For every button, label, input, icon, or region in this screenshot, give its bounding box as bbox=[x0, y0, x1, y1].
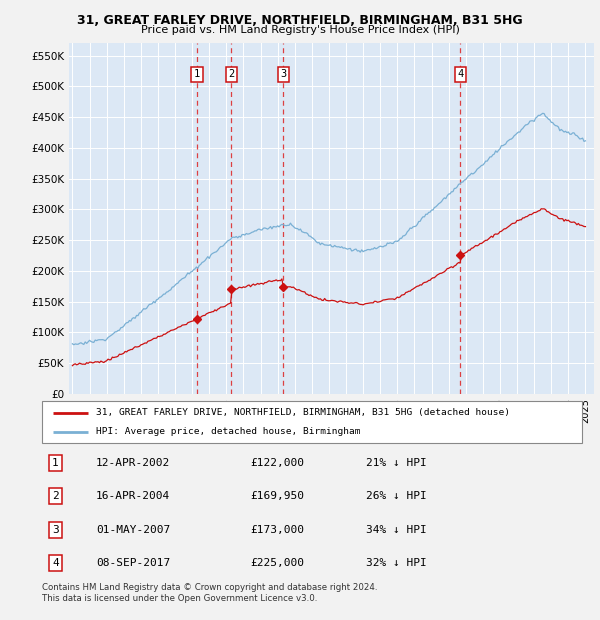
Text: 01-MAY-2007: 01-MAY-2007 bbox=[96, 525, 170, 534]
Text: 3: 3 bbox=[52, 525, 59, 534]
Text: 2: 2 bbox=[52, 492, 59, 502]
Text: 4: 4 bbox=[52, 558, 59, 568]
Text: 34% ↓ HPI: 34% ↓ HPI bbox=[366, 525, 427, 534]
Text: 3: 3 bbox=[280, 69, 286, 79]
Text: 2: 2 bbox=[228, 69, 235, 79]
Text: 31, GREAT FARLEY DRIVE, NORTHFIELD, BIRMINGHAM, B31 5HG (detached house): 31, GREAT FARLEY DRIVE, NORTHFIELD, BIRM… bbox=[96, 408, 510, 417]
Text: 08-SEP-2017: 08-SEP-2017 bbox=[96, 558, 170, 568]
Text: 31, GREAT FARLEY DRIVE, NORTHFIELD, BIRMINGHAM, B31 5HG: 31, GREAT FARLEY DRIVE, NORTHFIELD, BIRM… bbox=[77, 14, 523, 27]
Text: This data is licensed under the Open Government Licence v3.0.: This data is licensed under the Open Gov… bbox=[42, 594, 317, 603]
Text: Contains HM Land Registry data © Crown copyright and database right 2024.: Contains HM Land Registry data © Crown c… bbox=[42, 583, 377, 592]
Text: 26% ↓ HPI: 26% ↓ HPI bbox=[366, 492, 427, 502]
Text: 16-APR-2004: 16-APR-2004 bbox=[96, 492, 170, 502]
Text: 32% ↓ HPI: 32% ↓ HPI bbox=[366, 558, 427, 568]
Text: 12-APR-2002: 12-APR-2002 bbox=[96, 458, 170, 468]
FancyBboxPatch shape bbox=[42, 401, 582, 443]
Text: 1: 1 bbox=[194, 69, 200, 79]
Text: £122,000: £122,000 bbox=[250, 458, 304, 468]
Text: 1: 1 bbox=[52, 458, 59, 468]
Text: 4: 4 bbox=[457, 69, 464, 79]
Text: HPI: Average price, detached house, Birmingham: HPI: Average price, detached house, Birm… bbox=[96, 427, 361, 436]
Text: £169,950: £169,950 bbox=[250, 492, 304, 502]
Text: £225,000: £225,000 bbox=[250, 558, 304, 568]
Text: £173,000: £173,000 bbox=[250, 525, 304, 534]
Text: Price paid vs. HM Land Registry's House Price Index (HPI): Price paid vs. HM Land Registry's House … bbox=[140, 25, 460, 35]
Text: 21% ↓ HPI: 21% ↓ HPI bbox=[366, 458, 427, 468]
